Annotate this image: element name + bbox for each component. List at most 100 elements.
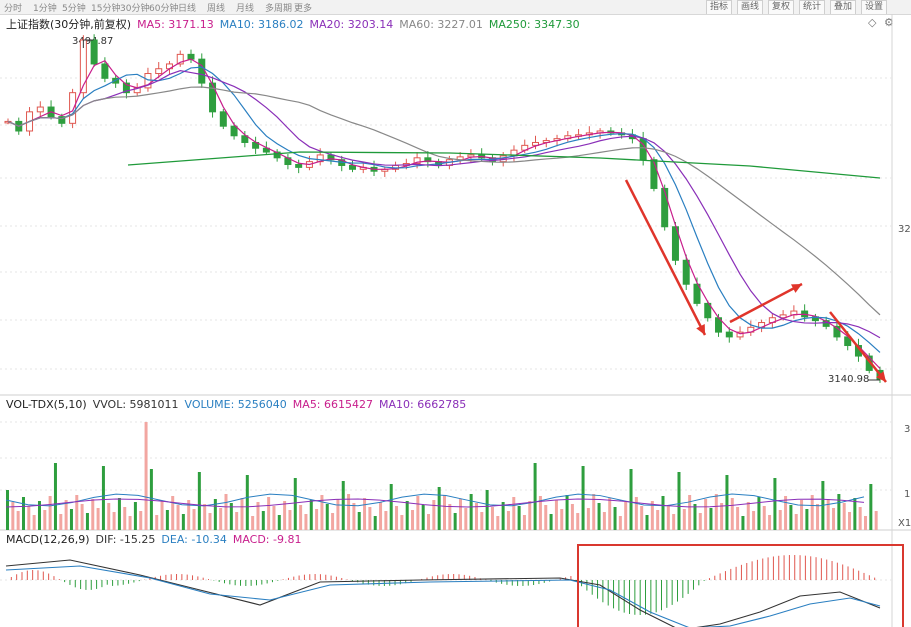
toolbar-button-1[interactable]: 画线: [737, 0, 764, 14]
volume-bar: [101, 466, 105, 530]
volume-bar: [368, 507, 372, 530]
toolbar-button-0[interactable]: 指标: [706, 0, 733, 14]
vvol-label: VVOL: 5981011: [92, 398, 179, 411]
period-tab-9[interactable]: 多周期: [265, 4, 293, 14]
volume-bar: [784, 496, 788, 530]
toolbar-button-5[interactable]: 设置: [861, 0, 888, 14]
volume-bar: [187, 500, 191, 530]
volume-bar: [139, 511, 143, 530]
volume-bar: [645, 515, 649, 530]
volume-bar: [437, 487, 441, 530]
volume-bar: [485, 490, 489, 530]
ma60-line: [7, 86, 881, 316]
volume-bar: [778, 510, 782, 530]
volume-bar: [288, 510, 292, 530]
period-tab-4[interactable]: 30分钟: [120, 4, 150, 14]
price-title: 上证指数(30分钟,前复权): [6, 18, 132, 31]
volume-bar: [240, 498, 244, 530]
up-trend-arrow-head: [791, 284, 802, 293]
candle-body: [736, 331, 744, 338]
volume-bar: [53, 463, 57, 530]
dif-line: [5, 559, 881, 627]
candle-body: [639, 138, 647, 161]
volume-bar: [549, 514, 553, 530]
volume-bar: [528, 501, 532, 530]
volume-bar: [730, 498, 734, 530]
volume-bar: [672, 514, 676, 530]
volume-bar: [325, 504, 329, 530]
volume-bar: [160, 501, 164, 530]
volume-bar: [85, 513, 89, 530]
candle-body: [241, 135, 249, 143]
right-axis-vol-label-bottom: X1: [898, 518, 911, 529]
volume-bar: [768, 515, 772, 530]
volume-bar: [864, 516, 868, 530]
volume-bar: [133, 502, 137, 530]
toolbar-button-4[interactable]: 叠加: [830, 0, 857, 14]
volume-bar: [309, 500, 313, 530]
period-tab-2[interactable]: 5分钟: [62, 4, 86, 14]
settings-icon[interactable]: ⚙: [884, 16, 894, 29]
volume-bar: [363, 498, 367, 530]
volume-bar: [379, 502, 383, 530]
toolbar-button-2[interactable]: 复权: [768, 0, 795, 14]
volume-bar: [75, 495, 79, 530]
period-tab-3[interactable]: 15分钟: [91, 4, 121, 14]
period-tab-6[interactable]: 日线: [178, 4, 197, 14]
candle-body: [90, 39, 98, 65]
ma5-label: MA5: 3171.13: [137, 18, 214, 31]
volume-bar: [501, 502, 505, 530]
candle-body: [532, 141, 540, 146]
volume-bar: [155, 515, 159, 530]
volume-bar: [107, 503, 111, 530]
period-tab-8[interactable]: 月线: [236, 4, 255, 14]
volume-bar: [32, 515, 36, 530]
volume-bar: [448, 504, 452, 530]
volume-legend: VOL-TDX(5,10) VVOL: 5981011 VOLUME: 525604…: [6, 398, 472, 411]
volume-bar: [69, 509, 73, 530]
volume-bar: [213, 499, 217, 530]
volume-bar: [320, 495, 324, 530]
volume-bar: [565, 495, 569, 530]
volume-bar: [197, 472, 201, 530]
volume-bar: [192, 509, 196, 530]
period-tab-5[interactable]: 60分钟: [149, 4, 179, 14]
period-tab-0[interactable]: 分时: [4, 4, 23, 14]
volume-bar: [592, 494, 596, 530]
volume-bar: [251, 516, 255, 530]
right-axis-price-label: 328: [898, 224, 911, 235]
volume-bar: [373, 516, 377, 530]
volume-bar: [389, 484, 393, 530]
toolbar-button-3[interactable]: 统计: [799, 0, 826, 14]
volume-bar: [709, 508, 713, 530]
volume-bar: [570, 504, 574, 530]
period-tab-7[interactable]: 周线: [207, 4, 226, 14]
volume-bar: [272, 506, 276, 530]
volume-bar: [48, 496, 52, 530]
volume-bar: [165, 510, 169, 530]
diamond-icon[interactable]: ◇: [868, 16, 877, 29]
candle-body: [348, 164, 356, 170]
volume-bar: [261, 511, 265, 530]
volume-bar: [496, 516, 500, 530]
candle-body: [779, 314, 787, 319]
volume-bar: [816, 504, 820, 530]
period-tab-1[interactable]: 1分钟: [33, 4, 57, 14]
volume-bar: [277, 515, 281, 530]
down-trend-arrow-2: [829, 311, 887, 383]
volume-bar: [453, 513, 457, 530]
down-trend-arrow: [624, 179, 707, 336]
volume-bar: [741, 516, 745, 530]
volume-bar: [395, 506, 399, 530]
volume-bar: [736, 507, 740, 530]
volume-bar: [666, 505, 670, 530]
volume-bar: [842, 503, 846, 530]
volume-bar: [304, 514, 308, 530]
dif-label: DIF: -15.25: [95, 533, 156, 546]
volume-bar: [805, 509, 809, 530]
volume-bar: [128, 516, 132, 530]
period-tab-10[interactable]: 更多: [294, 4, 313, 14]
candle-body: [209, 82, 217, 113]
volume-bar: [474, 503, 478, 530]
